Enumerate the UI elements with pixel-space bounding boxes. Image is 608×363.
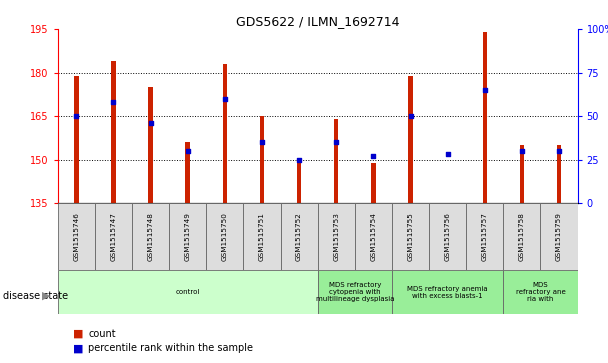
Text: GSM1515759: GSM1515759	[556, 212, 562, 261]
Point	[109, 99, 119, 105]
FancyBboxPatch shape	[466, 203, 503, 270]
Text: GSM1515753: GSM1515753	[333, 212, 339, 261]
Point	[443, 152, 452, 158]
Bar	[371, 163, 376, 203]
Point	[368, 153, 378, 159]
Bar	[483, 32, 487, 203]
Text: GSM1515754: GSM1515754	[370, 212, 376, 261]
Text: GSM1515757: GSM1515757	[482, 212, 488, 261]
FancyBboxPatch shape	[429, 203, 466, 270]
Text: GSM1515746: GSM1515746	[74, 212, 79, 261]
Point	[331, 139, 341, 145]
FancyBboxPatch shape	[355, 203, 392, 270]
Bar	[297, 163, 302, 203]
Bar	[260, 116, 264, 203]
FancyBboxPatch shape	[243, 203, 280, 270]
Text: GSM1515750: GSM1515750	[222, 212, 228, 261]
Point	[554, 148, 564, 154]
Text: ■: ■	[73, 329, 83, 339]
Point	[480, 87, 489, 93]
Text: count: count	[88, 329, 116, 339]
Text: control: control	[176, 289, 200, 295]
FancyBboxPatch shape	[503, 203, 541, 270]
Bar	[409, 76, 413, 203]
FancyBboxPatch shape	[317, 270, 392, 314]
Text: GSM1515751: GSM1515751	[259, 212, 265, 261]
Bar	[557, 145, 561, 203]
FancyBboxPatch shape	[541, 203, 578, 270]
Text: GSM1515747: GSM1515747	[111, 212, 117, 261]
Point	[220, 96, 230, 102]
Bar	[520, 145, 524, 203]
Title: GDS5622 / ILMN_1692714: GDS5622 / ILMN_1692714	[236, 15, 399, 28]
Text: ▶: ▶	[42, 291, 50, 301]
Point	[257, 139, 267, 145]
Text: GSM1515752: GSM1515752	[296, 212, 302, 261]
Point	[517, 148, 527, 154]
Text: percentile rank within the sample: percentile rank within the sample	[88, 343, 253, 354]
FancyBboxPatch shape	[132, 203, 169, 270]
Text: GSM1515749: GSM1515749	[185, 212, 191, 261]
FancyBboxPatch shape	[392, 203, 429, 270]
FancyBboxPatch shape	[280, 203, 317, 270]
FancyBboxPatch shape	[58, 203, 95, 270]
Text: GSM1515748: GSM1515748	[148, 212, 154, 261]
Text: MDS refractory anemia
with excess blasts-1: MDS refractory anemia with excess blasts…	[407, 286, 488, 299]
FancyBboxPatch shape	[58, 270, 317, 314]
FancyBboxPatch shape	[503, 270, 578, 314]
FancyBboxPatch shape	[392, 270, 503, 314]
FancyBboxPatch shape	[206, 203, 243, 270]
Point	[183, 148, 193, 154]
Text: GSM1515755: GSM1515755	[407, 212, 413, 261]
Point	[294, 157, 304, 163]
Point	[72, 113, 81, 119]
Text: GSM1515758: GSM1515758	[519, 212, 525, 261]
Text: disease state: disease state	[3, 291, 68, 301]
Text: ■: ■	[73, 343, 83, 354]
Point	[406, 113, 415, 119]
FancyBboxPatch shape	[317, 203, 355, 270]
Bar	[111, 61, 116, 203]
FancyBboxPatch shape	[169, 203, 206, 270]
Bar	[334, 119, 339, 203]
Bar	[185, 142, 190, 203]
Bar	[223, 64, 227, 203]
Text: GSM1515756: GSM1515756	[444, 212, 451, 261]
Bar	[148, 87, 153, 203]
Text: MDS
refractory ane
ria with: MDS refractory ane ria with	[516, 282, 565, 302]
Bar	[74, 76, 78, 203]
Point	[146, 120, 156, 126]
Text: MDS refractory
cytopenia with
multilineage dysplasia: MDS refractory cytopenia with multilinea…	[316, 282, 394, 302]
FancyBboxPatch shape	[95, 203, 132, 270]
